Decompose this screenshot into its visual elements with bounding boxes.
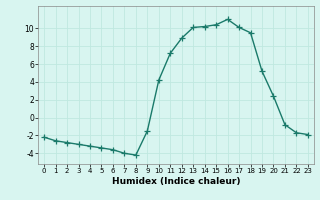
X-axis label: Humidex (Indice chaleur): Humidex (Indice chaleur) xyxy=(112,177,240,186)
